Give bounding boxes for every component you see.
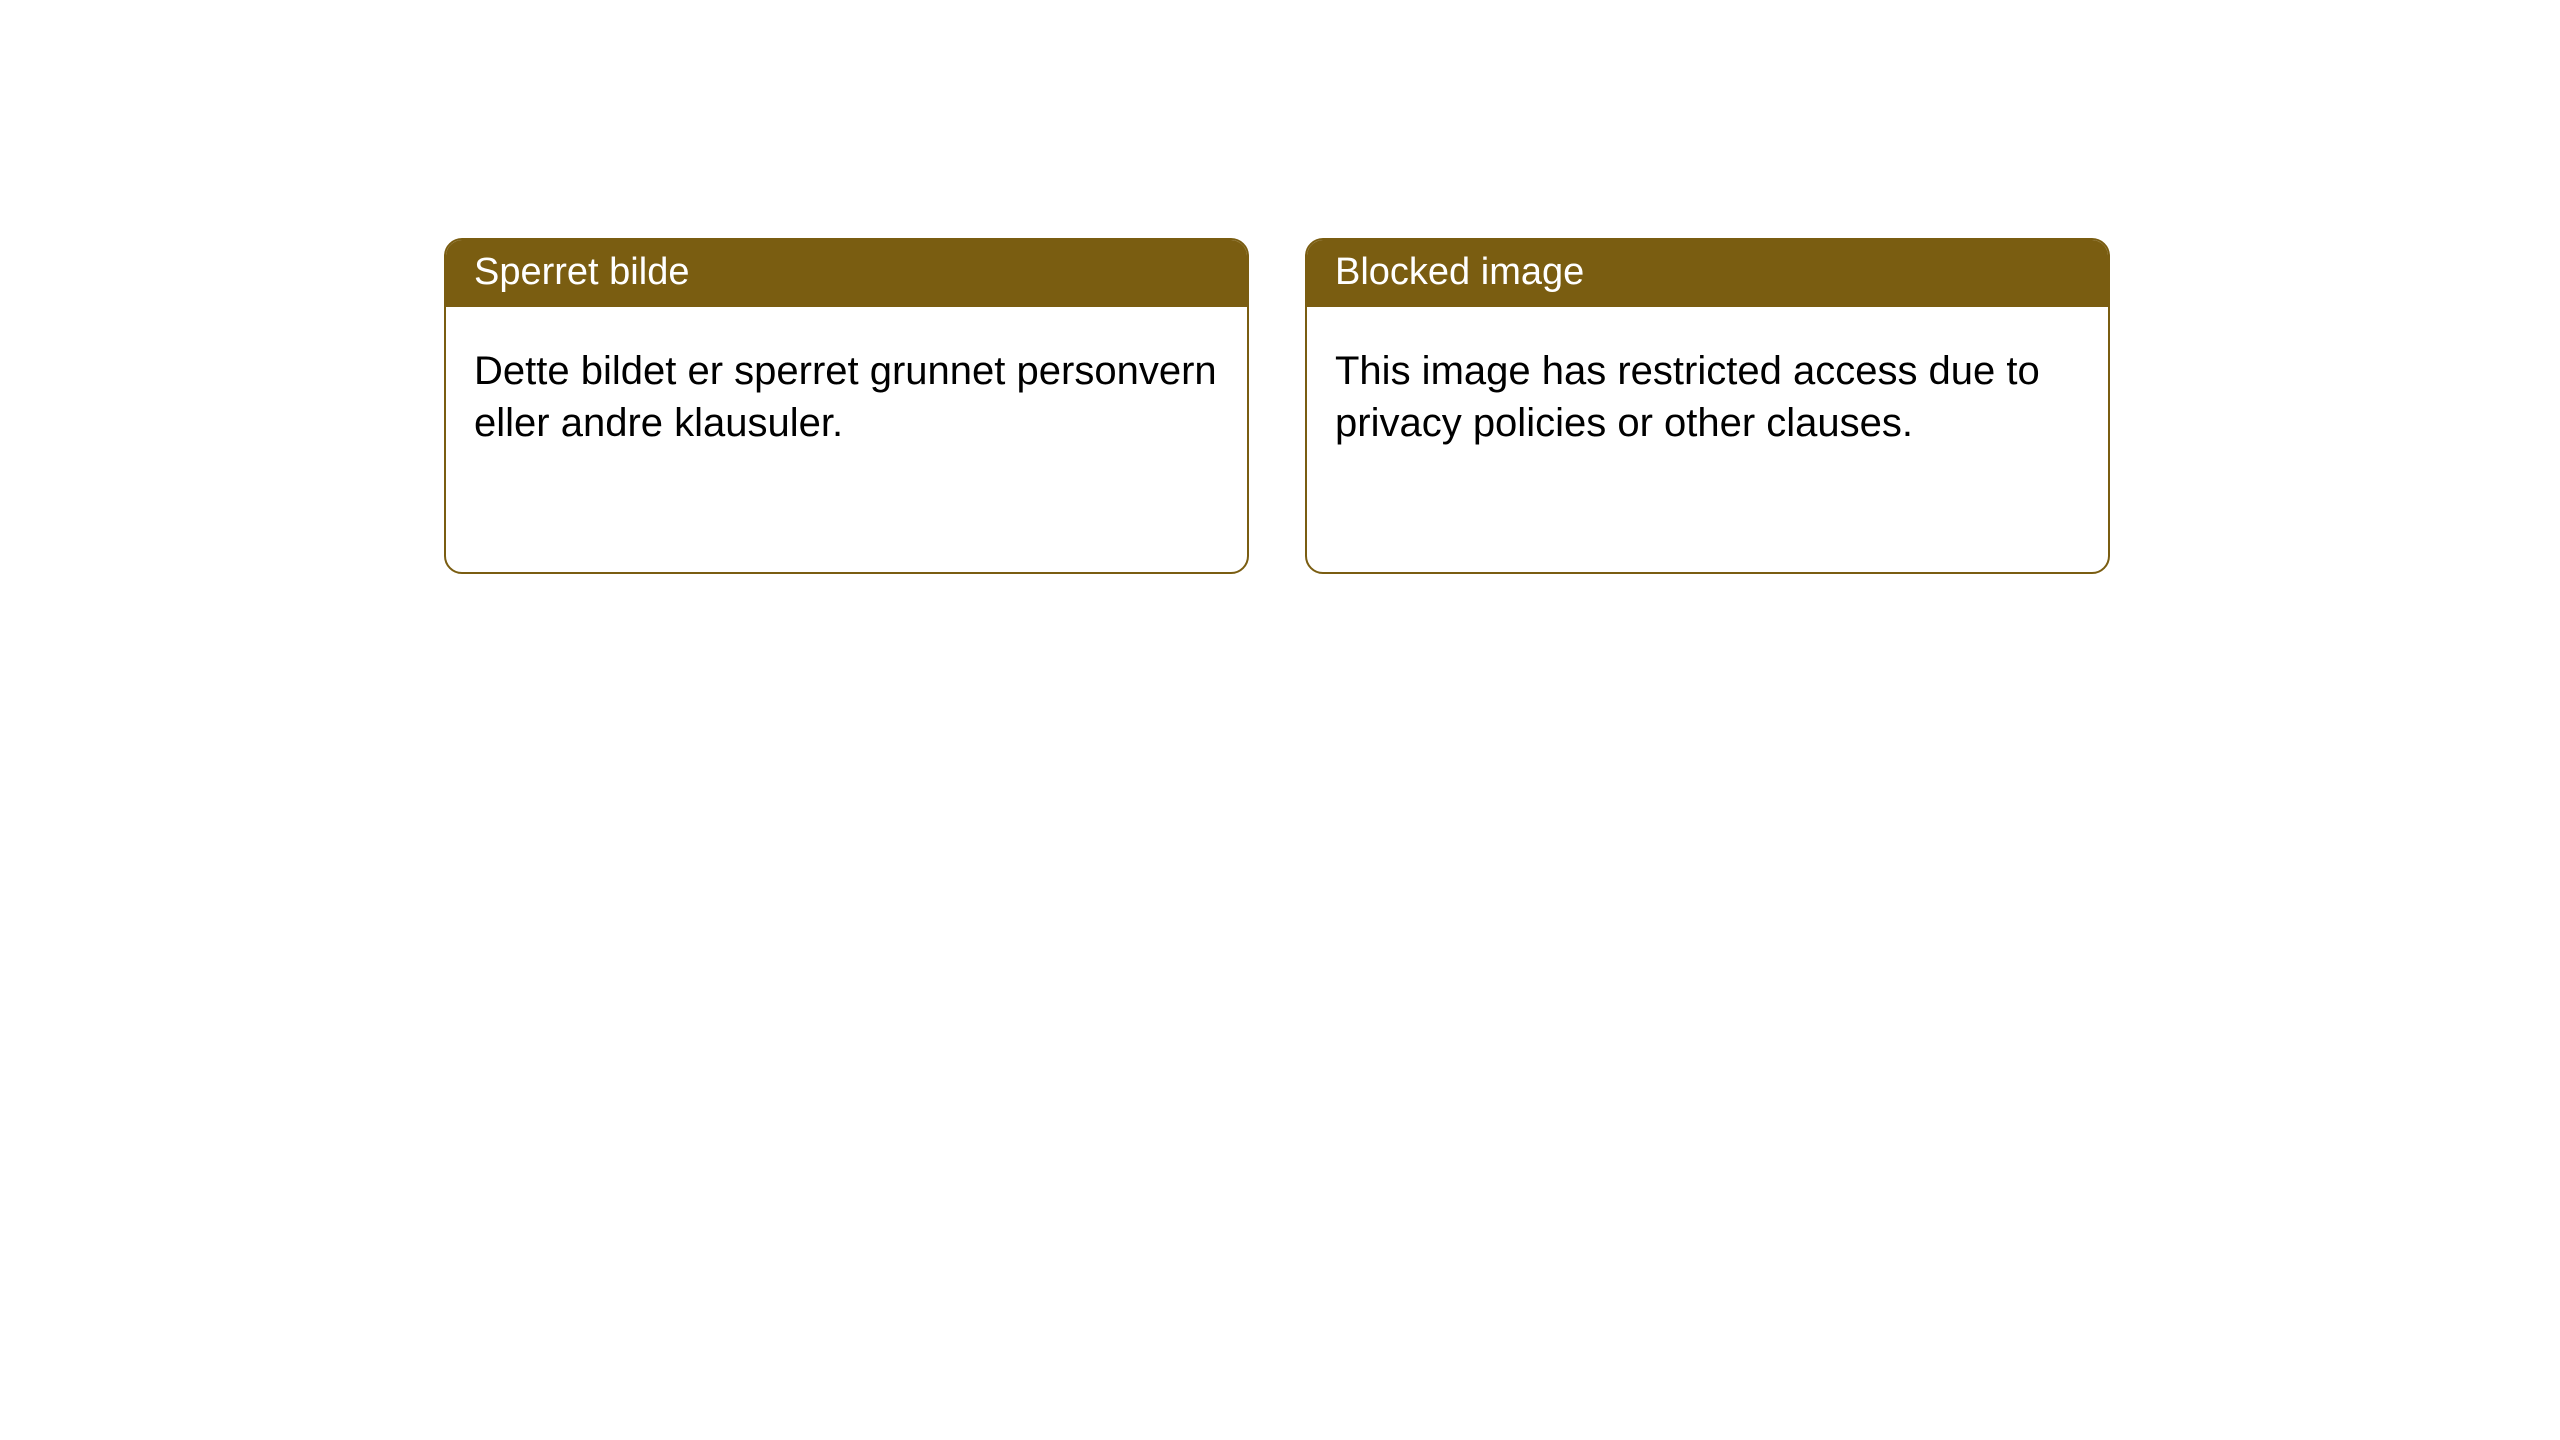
notice-card-norwegian: Sperret bilde Dette bildet er sperret gr… bbox=[444, 238, 1249, 574]
notice-container: Sperret bilde Dette bildet er sperret gr… bbox=[444, 238, 2110, 574]
notice-header: Sperret bilde bbox=[446, 240, 1247, 307]
notice-body: This image has restricted access due to … bbox=[1307, 307, 2108, 477]
notice-body: Dette bildet er sperret grunnet personve… bbox=[446, 307, 1247, 477]
notice-header: Blocked image bbox=[1307, 240, 2108, 307]
notice-card-english: Blocked image This image has restricted … bbox=[1305, 238, 2110, 574]
